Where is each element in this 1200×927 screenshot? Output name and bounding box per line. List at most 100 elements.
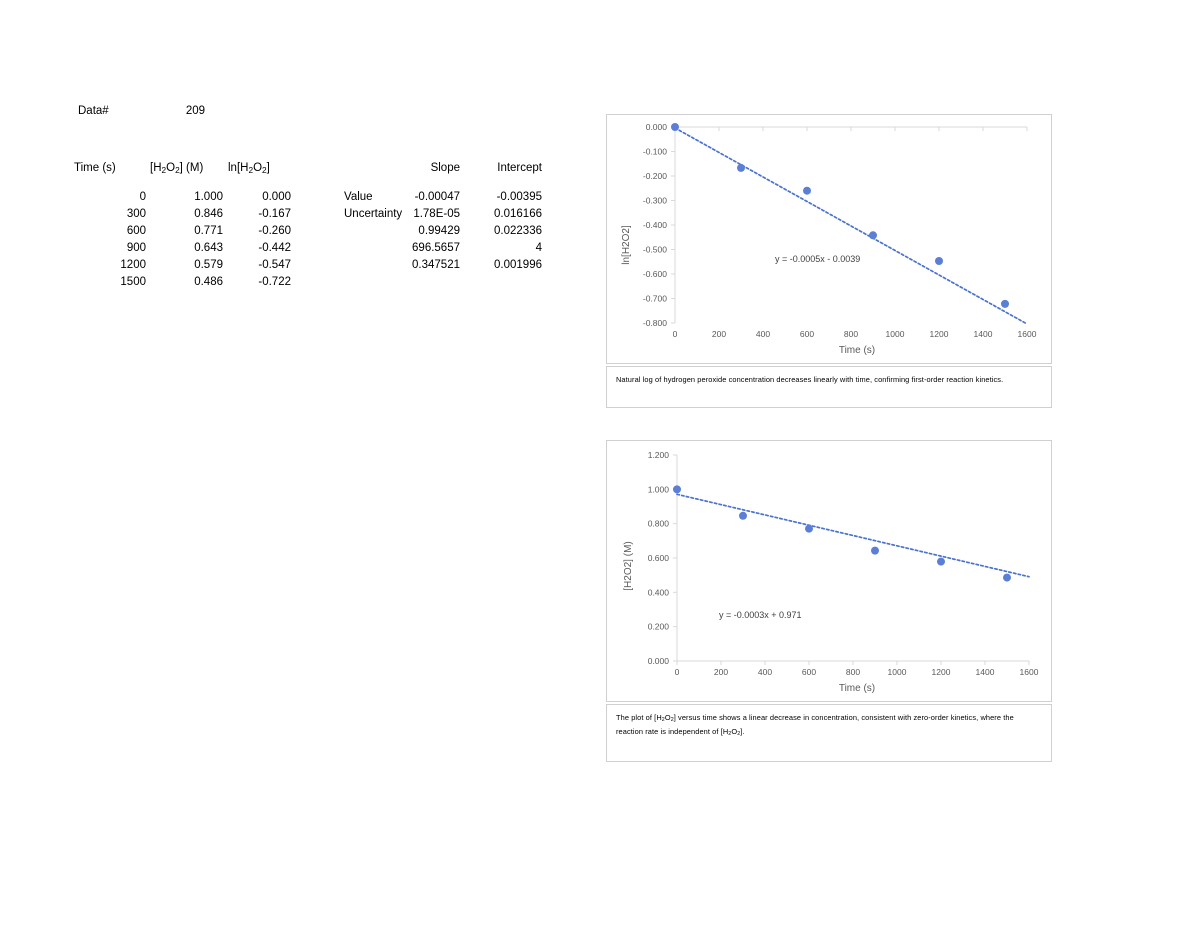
data-point-marker <box>871 546 879 555</box>
data-point-marker <box>739 511 747 520</box>
x-tick-label: 0 <box>673 329 678 339</box>
stats-cell-slope: 1.78E-05 <box>413 208 460 220</box>
y-tick-label: -0.200 <box>643 171 667 181</box>
cell-concentration: 0.579 <box>194 259 223 271</box>
data-point-marker <box>1003 573 1011 582</box>
data-point-marker <box>805 524 813 533</box>
y-axis-title-chart1: ln[H2O2] <box>621 225 632 265</box>
x-tick-label: 1600 <box>1020 667 1039 677</box>
data-point-marker <box>1001 299 1009 308</box>
chart-concentration: 0.000 0.200 0.400 0.600 0.800 1.000 1.200 0 200… <box>623 450 1039 694</box>
caption-box-chart2: The plot of [H2O2] versus time shows a l… <box>606 704 1052 762</box>
x-tick-label: 1200 <box>930 329 949 339</box>
y-tick-label: -0.300 <box>643 196 667 206</box>
x-tick-label: 1200 <box>932 667 951 677</box>
data-point-marker <box>869 231 877 240</box>
cell-time: 600 <box>126 225 146 237</box>
y-tick-label: -0.600 <box>643 269 667 279</box>
cell-concentration: 1.000 <box>194 191 223 203</box>
cell-ln-concentration: -0.547 <box>258 259 291 271</box>
y-axis-ticks-chart1: 0.000 -0.100 -0.200 -0.300 -0.400 -0.500 -0.60… <box>643 122 675 328</box>
cell-time: 1200 <box>120 259 146 271</box>
x-axis-ticks-chart1: 0 200 400 600 800 1000 1200 1400 1600 <box>673 127 1037 339</box>
stats-header-slope: Slope <box>430 162 460 174</box>
x-tick-label: 1000 <box>886 329 905 339</box>
stats-cell-intercept: 0.016166 <box>494 208 542 220</box>
stats-cell-slope: 0.99429 <box>418 225 460 237</box>
x-tick-label: 1400 <box>976 667 995 677</box>
y-tick-label: 0.800 <box>648 519 670 529</box>
y-axis-ticks-chart2: 0.000 0.200 0.400 0.600 0.800 1.000 1.200 <box>648 450 677 666</box>
y-tick-label: -0.400 <box>643 220 667 230</box>
spreadsheet-area: Data# 209 Time (s) [H2O2] (M) ln[H2O2] S… <box>74 105 542 288</box>
cell-ln-concentration: -0.260 <box>258 225 291 237</box>
y-tick-label: 1.000 <box>648 484 670 494</box>
cell-ln-concentration: -0.167 <box>258 208 291 220</box>
cell-time: 900 <box>126 242 146 254</box>
stats-row-label: Value <box>344 191 373 203</box>
cell-time: 1500 <box>120 276 146 288</box>
trendline-chart2 <box>676 493 1030 578</box>
x-tick-label: 0 <box>675 667 680 677</box>
y-tick-label: 0.600 <box>648 553 670 563</box>
column-header-concentration: [H2O2] (M) <box>150 162 204 175</box>
data-number-value: 209 <box>185 105 205 117</box>
x-tick-label: 200 <box>714 667 728 677</box>
y-tick-label: 0.000 <box>648 656 670 666</box>
cell-ln-concentration: -0.722 <box>258 276 291 288</box>
x-tick-label: 1000 <box>888 667 907 677</box>
column-header-time: Time (s) <box>74 162 116 174</box>
y-tick-label: 0.200 <box>648 622 670 632</box>
chart-panel-concentration: 0.000 0.200 0.400 0.600 0.800 1.000 1.200 0 200… <box>606 440 1052 702</box>
x-tick-label: 800 <box>844 329 858 339</box>
y-tick-label: 0.000 <box>646 122 668 132</box>
caption-text-chart2: The plot of [H2O2] versus time shows a l… <box>616 713 1014 738</box>
stats-cell-intercept: 4 <box>535 242 542 254</box>
chart-ln-concentration: 0.000 -0.100 -0.200 -0.300 -0.400 -0.500 -0.60… <box>621 122 1037 356</box>
trendline-chart1 <box>674 127 1028 325</box>
x-tick-label: 400 <box>758 667 772 677</box>
cell-concentration: 0.643 <box>194 242 223 254</box>
cell-concentration: 0.486 <box>194 276 223 288</box>
y-axis-title-chart2: [H2O2] (M) <box>623 541 634 590</box>
cell-ln-concentration: -0.442 <box>258 242 291 254</box>
stats-cell-slope: -0.00047 <box>414 191 460 203</box>
stats-cell-intercept: -0.00395 <box>496 191 542 203</box>
data-point-marker <box>935 257 943 266</box>
y-tick-label: -0.700 <box>643 294 667 304</box>
cell-time: 300 <box>126 208 146 220</box>
trendline-equation-chart1: y = -0.0005x - 0.0039 <box>775 254 860 264</box>
data-point-marker <box>737 163 745 172</box>
x-tick-label: 400 <box>756 329 770 339</box>
stats-cell-intercept: 0.022336 <box>494 225 542 237</box>
y-tick-label: -0.100 <box>643 147 667 157</box>
x-axis-title-chart2: Time (s) <box>839 683 875 694</box>
data-point-marker <box>671 123 679 131</box>
y-tick-label: -0.500 <box>643 245 667 255</box>
column-header-ln-concentration: ln[H2O2] <box>228 162 270 175</box>
x-tick-label: 1400 <box>974 329 993 339</box>
x-tick-label: 800 <box>846 667 860 677</box>
caption-box-chart1: Natural log of hydrogen peroxide concent… <box>606 366 1052 408</box>
cell-concentration: 0.846 <box>194 208 223 220</box>
x-axis-ticks-chart2: 0 200 400 600 800 1000 1200 1400 1600 <box>675 661 1039 677</box>
data-point-marker <box>803 186 811 195</box>
y-tick-label: -0.800 <box>643 318 667 328</box>
x-tick-label: 200 <box>712 329 726 339</box>
data-points-chart1 <box>671 123 1009 308</box>
caption-text-chart1: Natural log of hydrogen peroxide concent… <box>616 375 1004 384</box>
data-point-marker <box>673 485 681 494</box>
cell-ln-concentration: 0.000 <box>262 191 291 203</box>
chart-panel-ln-concentration: 0.000 -0.100 -0.200 -0.300 -0.400 -0.500 -0.60… <box>606 114 1052 364</box>
y-tick-label: 0.400 <box>648 587 670 597</box>
stats-cell-slope: 0.347521 <box>412 259 460 271</box>
cell-concentration: 0.771 <box>194 225 223 237</box>
stats-cell-intercept: 0.001996 <box>494 259 542 271</box>
data-points-chart2 <box>673 485 1011 582</box>
x-tick-label: 1600 <box>1018 329 1037 339</box>
x-axis-title-chart1: Time (s) <box>839 345 875 356</box>
data-point-marker <box>937 557 945 566</box>
x-tick-label: 600 <box>802 667 816 677</box>
stats-cell-slope: 696.5657 <box>412 242 460 254</box>
y-tick-label: 1.200 <box>648 450 670 460</box>
